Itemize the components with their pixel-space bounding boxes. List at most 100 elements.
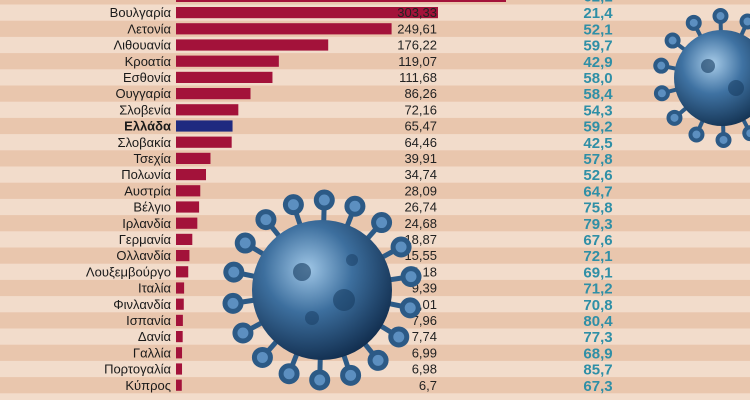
category-label: Ελλάδα <box>124 119 171 134</box>
bar <box>176 233 193 245</box>
bar <box>176 71 273 83</box>
category-label: Λιθουανία <box>113 38 171 53</box>
second-column-label: 52,1 <box>583 21 612 38</box>
category-label: Κροατία <box>125 54 172 69</box>
second-column-label: 42,9 <box>583 54 612 71</box>
bar <box>176 314 183 326</box>
category-label: Ισπανία <box>126 313 171 328</box>
category-label: Λουξεμβούργο <box>86 264 171 279</box>
second-column-label: 72,1 <box>583 248 612 265</box>
category-label: Ιταλία <box>138 281 171 296</box>
second-column-label: 42,5 <box>583 135 612 152</box>
bar <box>176 23 392 35</box>
bar <box>176 152 211 164</box>
category-label: Βέλγιο <box>133 200 171 215</box>
value-label: 72,16 <box>404 102 437 117</box>
second-column-label: 57,8 <box>583 151 612 168</box>
category-label: Ουγγαρία <box>115 86 171 101</box>
category-label: Ιρλανδία <box>122 216 171 231</box>
value-label: 111,68 <box>399 70 437 85</box>
bar <box>176 331 183 343</box>
value-label: 7,74 <box>412 329 437 344</box>
bar <box>176 39 329 51</box>
bar <box>176 266 189 278</box>
value-label: 39,91 <box>404 151 437 166</box>
second-column-label: 54,3 <box>583 102 612 119</box>
bar <box>176 55 279 67</box>
value-label: 64,46 <box>404 135 437 150</box>
value-label: 24,68 <box>404 216 437 231</box>
value-label: 6,7 <box>419 378 437 393</box>
bar <box>176 104 239 116</box>
second-column-label: 64,7 <box>583 183 612 200</box>
second-column-label: 67,3 <box>583 378 612 395</box>
value-label: 65,47 <box>404 119 437 134</box>
second-column-label: 80,4 <box>583 313 613 330</box>
category-label: Φινλανδία <box>113 297 171 312</box>
bar <box>176 7 438 19</box>
category-label: Πολωνία <box>121 167 171 182</box>
category-label: Πορτογαλία <box>104 362 171 377</box>
second-column-label: 85,7 <box>583 362 612 379</box>
bar <box>176 298 184 310</box>
bar <box>176 185 201 197</box>
value-label: 176,22 <box>397 38 437 53</box>
category-label: Γερμανία <box>119 232 172 247</box>
second-column-label: 79,3 <box>583 216 612 233</box>
bar <box>176 250 190 262</box>
bar <box>176 217 198 229</box>
category-label: Γαλλία <box>133 345 172 360</box>
virus-icon-large <box>222 189 422 391</box>
row-stripe <box>0 85 750 102</box>
value-label: 34,74 <box>404 167 437 182</box>
second-column-label: 70,8 <box>583 297 612 314</box>
category-label: Σλοβενία <box>119 102 171 117</box>
bar <box>176 379 182 391</box>
bar-top-partial <box>176 0 506 2</box>
row-stripe <box>0 150 750 167</box>
category-label: Δανία <box>138 329 172 344</box>
row-stripe <box>0 377 750 394</box>
second-column-label: 68,9 <box>583 345 612 362</box>
row-stripe <box>0 182 750 199</box>
second-column-label: 75,8 <box>583 200 612 217</box>
category-label: Βουλγαρία <box>110 5 172 20</box>
category-label: Αυστρία <box>124 183 171 198</box>
value-label: 28,09 <box>404 183 437 198</box>
value-label: 6,99 <box>412 345 437 360</box>
row-stripe <box>0 53 750 70</box>
value-label: 26,74 <box>404 200 437 215</box>
bar <box>176 347 183 359</box>
category-label: Ολλανδία <box>116 248 171 263</box>
bar <box>176 120 233 132</box>
second-column-label: 52,6 <box>583 167 612 184</box>
bar <box>176 88 251 100</box>
bar <box>176 363 183 375</box>
value-label: 15,55 <box>404 248 437 263</box>
category-label: Λετονία <box>127 21 171 36</box>
value-label: 6,98 <box>412 362 437 377</box>
second-column-label: 71,2 <box>583 281 612 298</box>
bar <box>176 282 185 294</box>
row-stripe <box>0 117 750 135</box>
value-label: 18,87 <box>404 232 437 247</box>
value-label: 7,96 <box>412 313 437 328</box>
second-column-label: 69,1 <box>583 264 612 281</box>
value-label: 249,61 <box>397 21 437 36</box>
bar <box>176 169 207 181</box>
category-label: Σλοβακία <box>118 135 172 150</box>
second-column-label: 21,4 <box>583 5 613 22</box>
second-column-label: 67,6 <box>583 232 612 249</box>
second-column-label: 59,7 <box>583 38 612 55</box>
bar <box>176 136 232 148</box>
second-column-label: 58,0 <box>583 70 612 87</box>
value-label: 119,07 <box>398 54 437 69</box>
second-column-label-top: 62,1 <box>583 0 612 6</box>
value-label: 303,33 <box>397 5 437 20</box>
category-label: Εσθονία <box>123 70 172 85</box>
second-column-label: 59,2 <box>583 119 612 136</box>
virus-icon-small <box>653 8 750 148</box>
second-column-label: 58,4 <box>583 86 613 103</box>
